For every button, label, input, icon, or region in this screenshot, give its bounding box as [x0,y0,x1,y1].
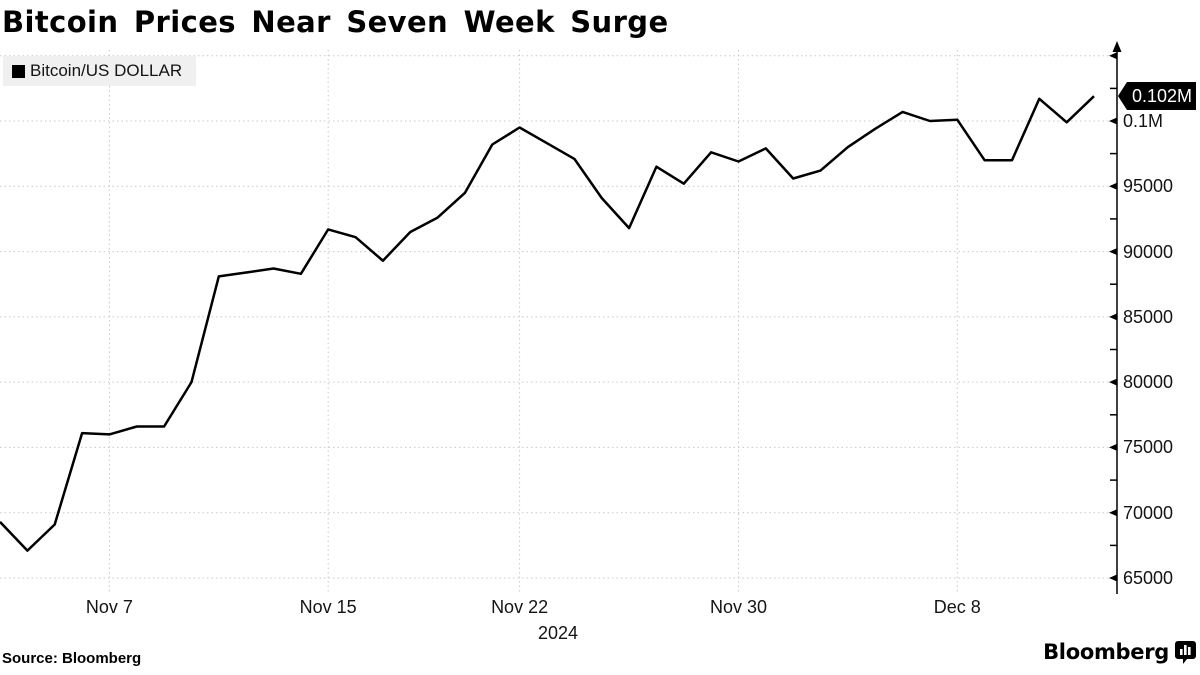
legend-swatch-icon [12,64,25,78]
page-title: Bitcoin Prices Near Seven Week Surge [2,5,669,39]
x-axis-tick-label: Nov 30 [709,597,768,617]
y-axis-tick-label: 0.1M [1123,111,1164,131]
x-axis-year-label: 2024 [537,623,579,643]
source-label: Source: Bloomberg [2,650,142,667]
y-axis-tick-label: 80000 [1123,372,1174,393]
legend: Bitcoin/US DOLLAR [3,56,197,86]
y-axis-tick-label: 75000 [1123,437,1174,458]
y-axis-tick-label: 90000 [1123,241,1174,262]
y-axis-tick-label: 70000 [1123,502,1174,523]
bitcoin-price-line[interactable] [0,95,1095,552]
x-axis-tick-label: Nov 22 [491,597,549,617]
x-axis-tick-label: Dec 8 [933,597,981,617]
price-chart-plot-area[interactable] [0,0,1200,600]
legend-series-label: Bitcoin/US DOLLAR [30,61,183,80]
x-axis-tick-label: Nov 15 [299,597,357,617]
y-axis-tick-label: 85000 [1123,306,1174,327]
x-axis-tick-label: Nov 7 [85,597,133,617]
bloomberg-logo-text: Bloomberg [1043,640,1169,664]
bloomberg-logo: Bloomberg [1043,640,1196,664]
y-axis-tick-label: 65000 [1123,568,1174,588]
bloomberg-chart-bubble-icon [1175,640,1196,664]
last-price-tag: 0.102M [1117,82,1197,111]
y-axis-tick-label: 95000 [1123,176,1174,197]
